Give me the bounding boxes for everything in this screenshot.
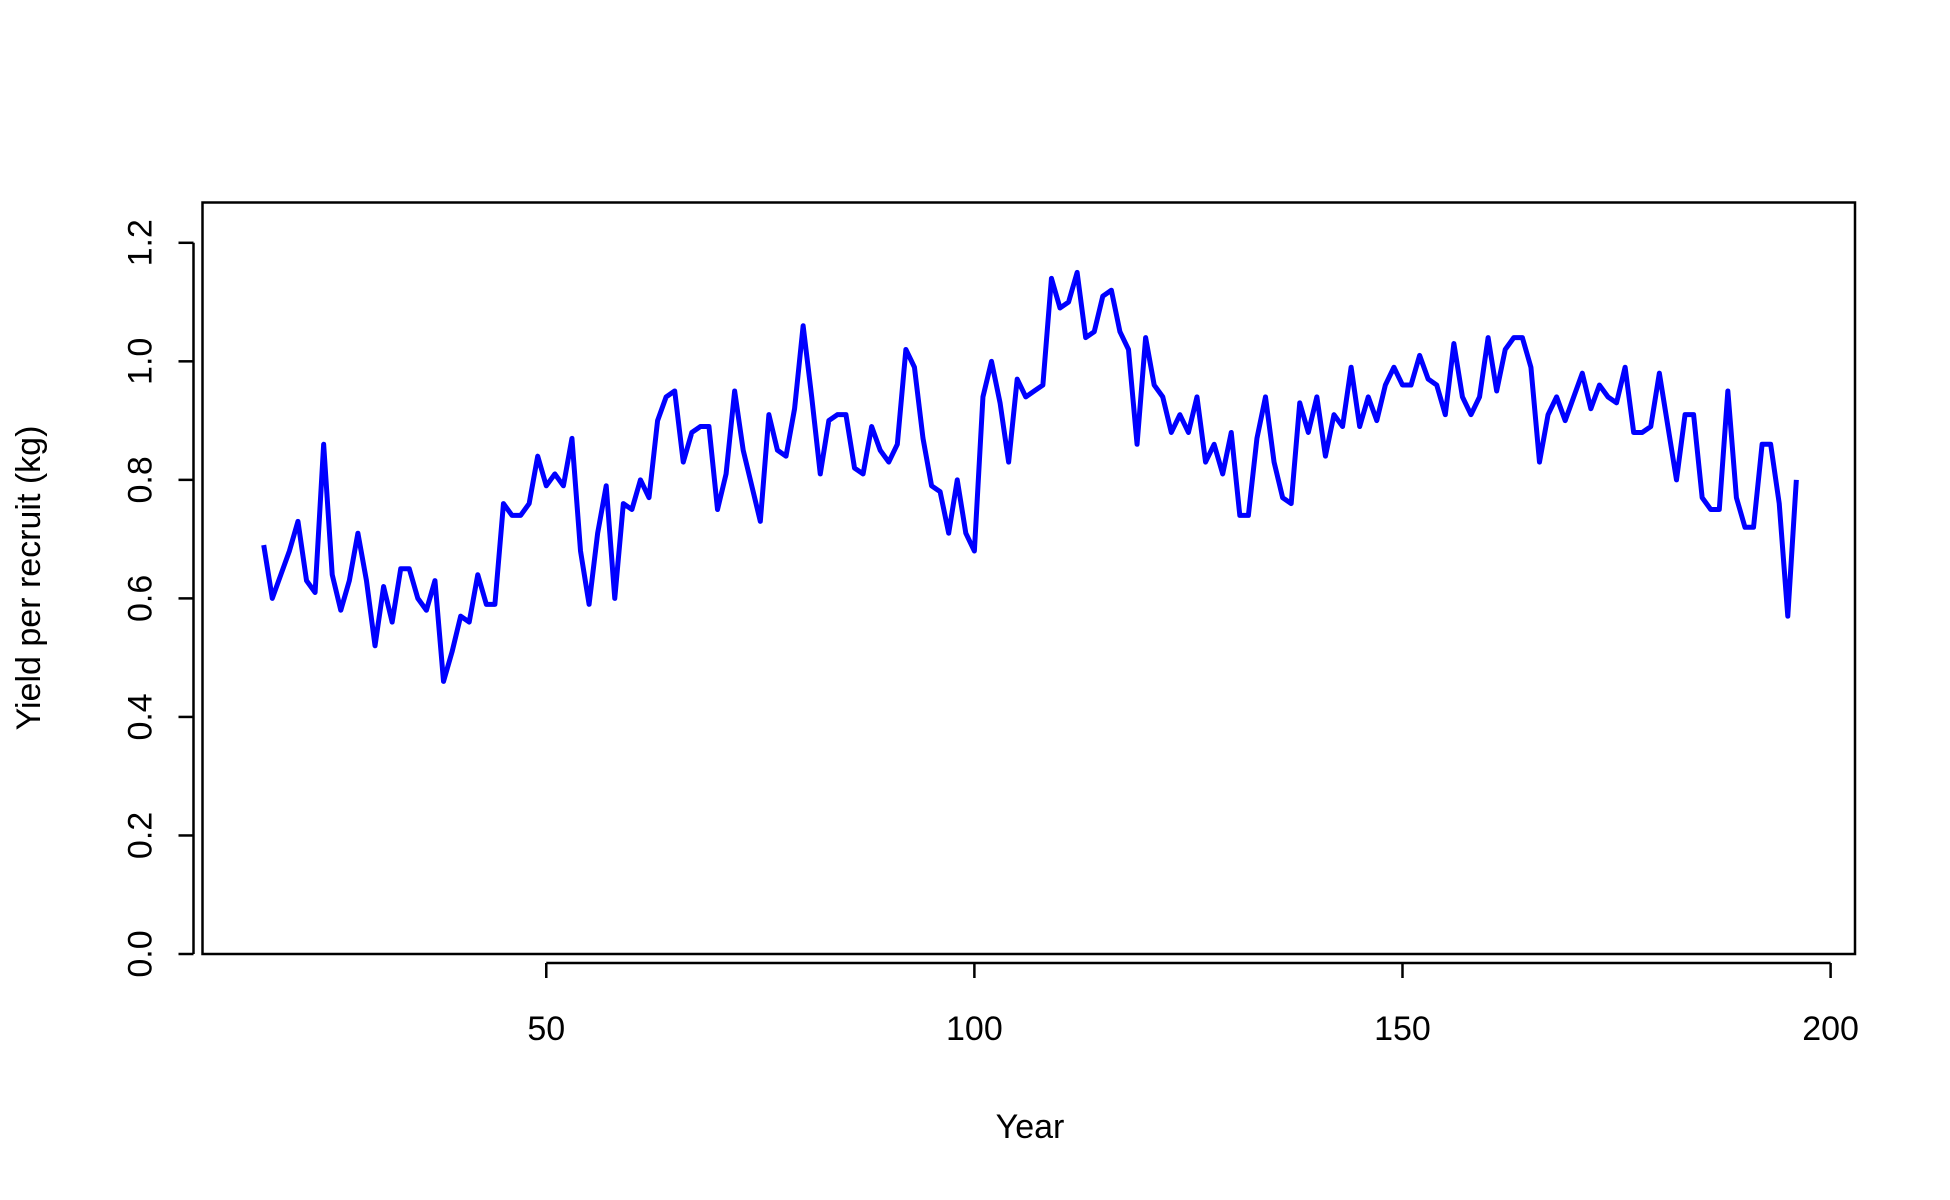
y-tick-label: 1.0 [121, 338, 159, 385]
y-tick-label: 0.6 [121, 575, 159, 622]
y-tick-label: 0.8 [121, 456, 159, 503]
y-tick-label: 0.4 [121, 693, 159, 740]
x-tick-label: 50 [527, 1010, 565, 1048]
y-tick-label: 1.2 [121, 219, 159, 266]
x-tick-label: 200 [1802, 1010, 1859, 1048]
x-axis-label: Year [996, 1108, 1065, 1146]
x-tick-label: 150 [1374, 1010, 1431, 1048]
y-tick-label: 0.2 [121, 812, 159, 859]
data-line [261, 269, 1799, 684]
x-tick-label: 100 [946, 1010, 1003, 1048]
y-tick-label: 0.0 [121, 930, 159, 977]
y-axis-label: Yield per recruit (kg) [10, 426, 48, 731]
plot-box [201, 201, 1857, 956]
